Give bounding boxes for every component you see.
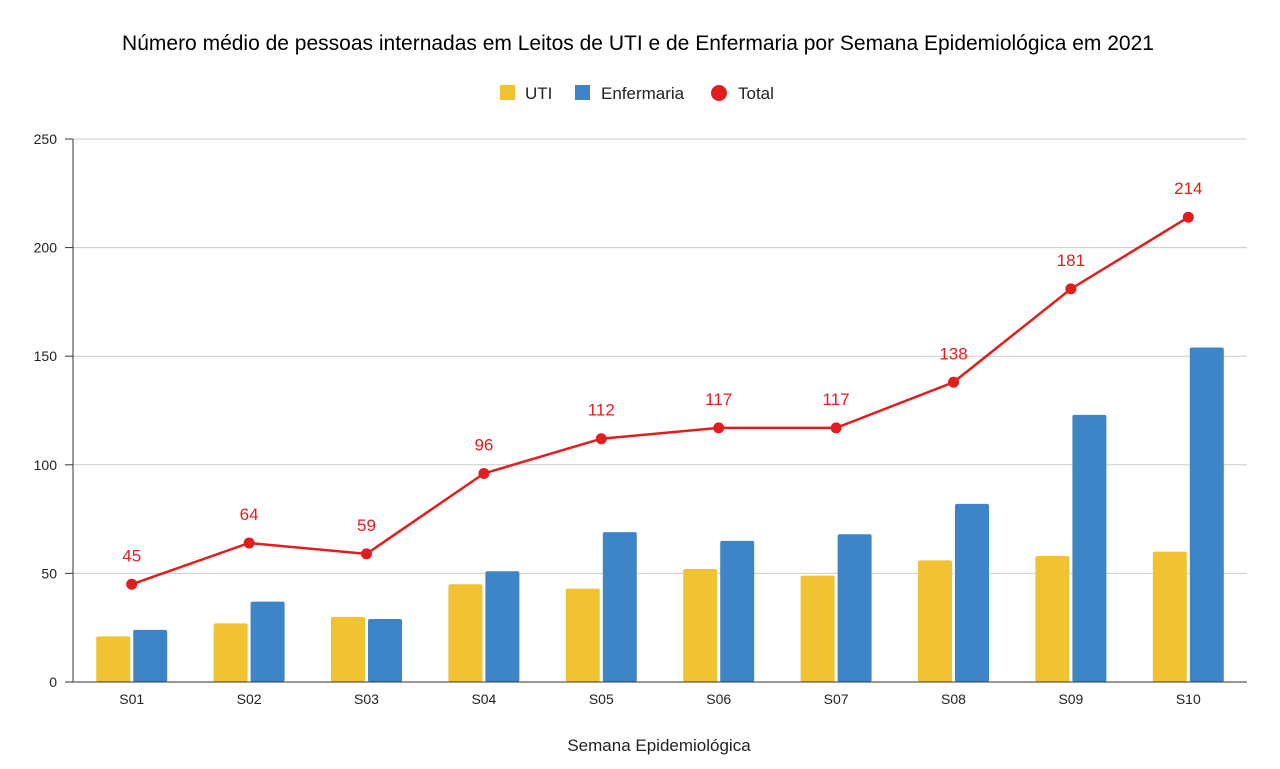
x-tick-label: S03: [354, 691, 379, 707]
x-tick-label: S04: [471, 691, 496, 707]
bar-uti-s08: [918, 560, 952, 682]
x-tick-label: S07: [824, 691, 849, 707]
bar-enfermaria-s05: [602, 532, 637, 682]
bar-enfermaria-s06: [720, 540, 755, 682]
total-data-label: 181: [1057, 251, 1085, 270]
total-data-label: 45: [122, 546, 141, 565]
bar-uti-s09: [1035, 556, 1070, 682]
chart-title: Número médio de pessoas internadas em Le…: [122, 32, 1154, 55]
x-tick-label: S05: [589, 691, 614, 707]
x-axis-title: Semana Epidemiológica: [567, 736, 751, 755]
x-tick-label: S02: [237, 691, 262, 707]
y-tick-label: 50: [41, 565, 57, 581]
x-tick-label: S10: [1176, 691, 1201, 707]
legend-label-uti: UTI: [525, 84, 552, 103]
bar-enfermaria-s02: [250, 601, 285, 682]
total-data-label: 117: [823, 390, 850, 409]
total-data-label: 138: [939, 344, 967, 363]
bar-enfermaria-s04: [485, 571, 520, 682]
total-data-label: 64: [240, 505, 259, 524]
y-tick-label: 100: [34, 457, 58, 473]
total-point-s08: [948, 376, 959, 388]
total-data-label: 112: [588, 401, 615, 420]
bars: [96, 347, 1224, 682]
bar-uti-s03: [331, 616, 365, 682]
total-point-s01: [126, 578, 138, 590]
bar-enfermaria-s10: [1189, 347, 1224, 682]
total-point-s09: [1065, 283, 1077, 295]
total-point-s07: [830, 422, 842, 434]
legend-marker-total: [711, 85, 727, 101]
total-data-label: 214: [1174, 179, 1202, 198]
total-data-label: 59: [357, 516, 376, 535]
total-point-s04: [478, 467, 490, 479]
total-point-s03: [361, 548, 372, 560]
y-axis: 0 50 100 150 200 250: [34, 131, 74, 690]
total-point-s10: [1182, 211, 1194, 223]
x-tick-label: S08: [941, 691, 966, 707]
y-tick-label: 150: [34, 348, 58, 364]
total-line: [131, 216, 1189, 586]
x-axis: S01 S02 S03 S04 S05 S06 S07 S08 S09 S10: [73, 681, 1247, 707]
total-point-s06: [713, 422, 725, 434]
bar-uti-s01: [96, 636, 131, 682]
legend: UTI Enfermaria Total: [500, 84, 774, 103]
bar-uti-s06: [683, 569, 718, 682]
y-tick-label: 200: [34, 240, 58, 256]
total-data-label: 96: [474, 435, 493, 454]
bar-uti-s10: [1152, 551, 1187, 682]
bar-uti-s02: [213, 623, 248, 682]
legend-label-total: Total: [738, 84, 774, 103]
total-point-s02: [243, 537, 255, 549]
bar-uti-s04: [448, 584, 483, 682]
y-tick-label: 0: [49, 674, 57, 690]
total-data-label: 117: [705, 390, 732, 409]
bar-uti-s07: [800, 575, 835, 682]
bar-enfermaria-s09: [1072, 414, 1107, 682]
y-tick-label: 250: [34, 131, 58, 147]
x-tick-label: S09: [1058, 691, 1083, 707]
total-line-group: 45 64 59 96 112 117 117 138 181 214: [122, 179, 1202, 590]
x-tick-label: S06: [706, 691, 731, 707]
bar-enfermaria-s03: [368, 619, 402, 682]
bar-uti-s05: [565, 588, 600, 682]
total-point-s05: [595, 433, 607, 445]
bar-enfermaria-s01: [133, 629, 168, 682]
legend-swatch-uti: [500, 85, 515, 100]
bar-enfermaria-s08: [955, 503, 989, 682]
legend-swatch-enfermaria: [575, 85, 590, 100]
x-tick-label: S01: [119, 691, 144, 707]
bar-enfermaria-s07: [837, 534, 872, 682]
legend-label-enfermaria: Enfermaria: [601, 84, 685, 103]
